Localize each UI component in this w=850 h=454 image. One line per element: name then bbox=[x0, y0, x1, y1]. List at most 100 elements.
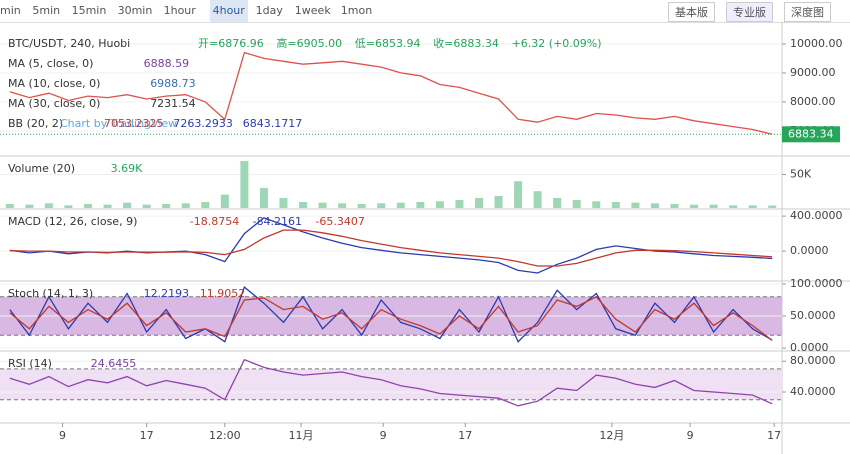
legend-value: 7231.54 bbox=[150, 97, 196, 110]
y-tick-label: 80.0000 bbox=[790, 354, 836, 367]
legend-label: MA (30, close, 0) bbox=[8, 97, 100, 110]
y-tick-label: 50.0000 bbox=[790, 309, 836, 322]
y-tick-label: 40.0000 bbox=[790, 385, 836, 398]
toolbar-item[interactable]: 15min bbox=[71, 4, 107, 17]
y-tick-label: 400.0000 bbox=[790, 209, 843, 222]
legend-value: 收=6883.34 bbox=[433, 36, 499, 50]
legend-value: 高=6905.00 bbox=[276, 36, 342, 50]
legend-label: BTC/USDT, 240, Huobi bbox=[8, 37, 130, 50]
volume-bar bbox=[455, 199, 464, 208]
volume-bar bbox=[670, 203, 679, 208]
volume-bar bbox=[396, 202, 405, 208]
band-fill bbox=[0, 368, 782, 400]
series-line bbox=[9, 358, 773, 407]
legend-value: 6988.73 bbox=[150, 77, 196, 90]
toolbar-item[interactable]: 1hour bbox=[163, 4, 196, 17]
toolbar-item[interactable]: 30min bbox=[117, 4, 153, 17]
volume-bar bbox=[514, 181, 523, 208]
y-tick-label: 9000.00 bbox=[790, 66, 836, 79]
x-tick-label: 9 bbox=[380, 429, 387, 442]
volume-bar bbox=[64, 205, 73, 208]
volume-bar bbox=[533, 191, 542, 208]
toolbar-item[interactable]: 深度图 bbox=[784, 2, 831, 22]
volume-bar bbox=[650, 203, 659, 208]
volume-bar bbox=[162, 203, 171, 208]
toolbar-item[interactable]: min bbox=[0, 4, 21, 17]
volume-bar bbox=[279, 197, 288, 208]
legend-value: +6.32 (+0.09%) bbox=[512, 37, 602, 50]
volume-bar bbox=[729, 205, 738, 208]
legend-value: -65.3407 bbox=[315, 215, 364, 228]
volume-bar bbox=[240, 161, 249, 208]
legend-value: 24.6455 bbox=[91, 357, 137, 370]
volume-bar bbox=[572, 199, 581, 208]
legend-value: 开=6876.96 bbox=[198, 37, 264, 50]
toolbar-item[interactable]: 基本版 bbox=[668, 2, 715, 22]
legend-label: RSI (14) bbox=[8, 357, 52, 370]
legend-label: Stoch (14, 1, 3) bbox=[8, 287, 93, 300]
series-line bbox=[9, 51, 773, 135]
x-tick-label: 17 bbox=[140, 429, 154, 442]
legend-label: MACD (12, 26, close, 9) bbox=[8, 215, 137, 228]
legend-value: 11.9052 bbox=[200, 287, 246, 300]
volume-bar bbox=[416, 201, 425, 208]
volume-bar bbox=[5, 203, 14, 208]
volume-bar bbox=[220, 194, 229, 208]
x-tick-label: 11月 bbox=[289, 429, 314, 442]
volume-bar bbox=[631, 202, 640, 208]
legend-value: 6888.59 bbox=[144, 57, 190, 70]
toolbar-item[interactable]: 专业版 bbox=[726, 2, 773, 22]
y-tick-label: 0.0000 bbox=[790, 244, 829, 257]
volume-bar bbox=[357, 203, 366, 208]
volume-bar bbox=[83, 203, 92, 208]
y-tick-label: 100.0000 bbox=[790, 277, 843, 290]
legend-value: 6843.1717 bbox=[243, 117, 302, 130]
series-line bbox=[9, 229, 773, 267]
volume-bar bbox=[299, 201, 308, 208]
x-tick-label: 12月 bbox=[599, 429, 624, 442]
y-tick-label: 10000.00 bbox=[790, 37, 843, 50]
legend-value: 3.69K bbox=[111, 162, 143, 175]
volume-bar bbox=[259, 187, 268, 208]
toolbar-item[interactable]: 1week bbox=[294, 4, 331, 17]
toolbar-item[interactable]: 5min bbox=[32, 4, 61, 17]
volume-bar bbox=[201, 201, 210, 208]
legend-value: 7053.2325 bbox=[104, 117, 164, 130]
toolbar-item[interactable]: 1mon bbox=[340, 4, 373, 17]
volume-bar bbox=[123, 202, 132, 208]
chart: 10000.009000.008000.007000.006883.34BTC/… bbox=[0, 22, 850, 454]
volume-bar bbox=[592, 201, 601, 208]
legend-value: 12.2193 bbox=[144, 287, 190, 300]
volume-bar bbox=[748, 205, 757, 208]
legend-value: 7263.2933 bbox=[173, 117, 233, 130]
toolbar: min 5min 15min 30min 1hour 4hour 1day 1week 1mon… bbox=[0, 0, 850, 23]
volume-bar bbox=[709, 204, 718, 208]
volume-bar bbox=[553, 197, 562, 208]
volume-bar bbox=[142, 204, 151, 208]
legend-label: MA (5, close, 0) bbox=[8, 57, 93, 70]
volume-bar bbox=[494, 195, 503, 208]
last-price-label: 6883.34 bbox=[788, 127, 834, 140]
y-tick-label: 0.0000 bbox=[790, 341, 829, 354]
last-price-box bbox=[782, 126, 840, 143]
legend-label: Volume (20) bbox=[8, 162, 75, 175]
volume-bar bbox=[768, 205, 777, 208]
watermark: Chart by TradingView bbox=[60, 117, 177, 130]
volume-bar bbox=[25, 204, 34, 208]
volume-bar bbox=[103, 204, 112, 208]
volume-bar bbox=[611, 201, 620, 208]
toolbar-item[interactable]: 1day bbox=[255, 4, 283, 17]
y-tick-label: 8000.00 bbox=[790, 95, 836, 108]
series-line bbox=[9, 295, 773, 341]
legend-value: 低=6853.94 bbox=[355, 37, 421, 50]
legend-label: MA (10, close, 0) bbox=[8, 77, 100, 90]
x-tick-label: 9 bbox=[59, 429, 66, 442]
toolbar-item[interactable]: 4hour bbox=[209, 0, 248, 22]
volume-bar bbox=[318, 202, 327, 208]
series-line bbox=[9, 286, 773, 343]
volume-bar bbox=[474, 197, 483, 208]
legend-value: -84.2161 bbox=[253, 215, 302, 228]
legend-label: BB (20, 2) bbox=[8, 117, 63, 130]
y-tick-label: 50K bbox=[790, 167, 812, 180]
